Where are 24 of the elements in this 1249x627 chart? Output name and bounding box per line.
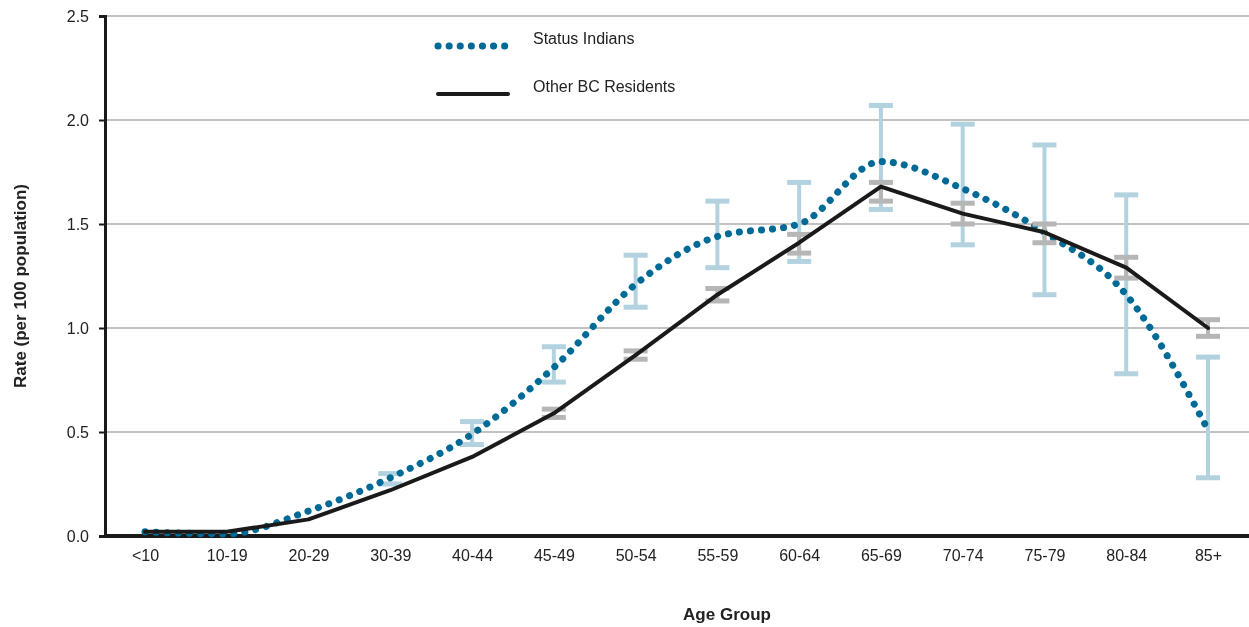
y-axis-title: Rate (per 100 population) — [11, 183, 30, 389]
x-tick-label: 70-74 — [942, 547, 984, 565]
x-tick-label: 75-79 — [1024, 547, 1066, 565]
y-tick-label: 0.0 — [66, 527, 90, 545]
x-tick-label: 55-59 — [697, 547, 739, 565]
x-tick-label: 85+ — [1194, 547, 1223, 565]
x-tick-label: 10-19 — [206, 547, 248, 565]
x-tick-label: 45-49 — [533, 547, 575, 565]
legend-label: Status Indians — [533, 30, 635, 47]
x-tick-label: 60-64 — [779, 547, 821, 565]
x-tick-label: 30-39 — [370, 547, 412, 565]
x-axis-title: Age Group — [683, 605, 771, 624]
x-tick-label: 20-29 — [288, 547, 330, 565]
x-tick-label: 40-44 — [452, 547, 494, 565]
legend-label: Other BC Residents — [533, 78, 676, 95]
y-tick-label: 1.5 — [66, 215, 90, 233]
y-tick-label: 2.5 — [66, 7, 90, 25]
y-tick-label: 2.0 — [66, 111, 90, 129]
y-tick-label: 1.0 — [66, 319, 90, 337]
x-tick-label: 80-84 — [1106, 547, 1148, 565]
x-tick-label: 65-69 — [860, 547, 902, 565]
y-tick-label: 0.5 — [66, 423, 90, 441]
x-tick-label: 50-54 — [615, 547, 657, 565]
x-tick-label: <10 — [131, 547, 160, 565]
